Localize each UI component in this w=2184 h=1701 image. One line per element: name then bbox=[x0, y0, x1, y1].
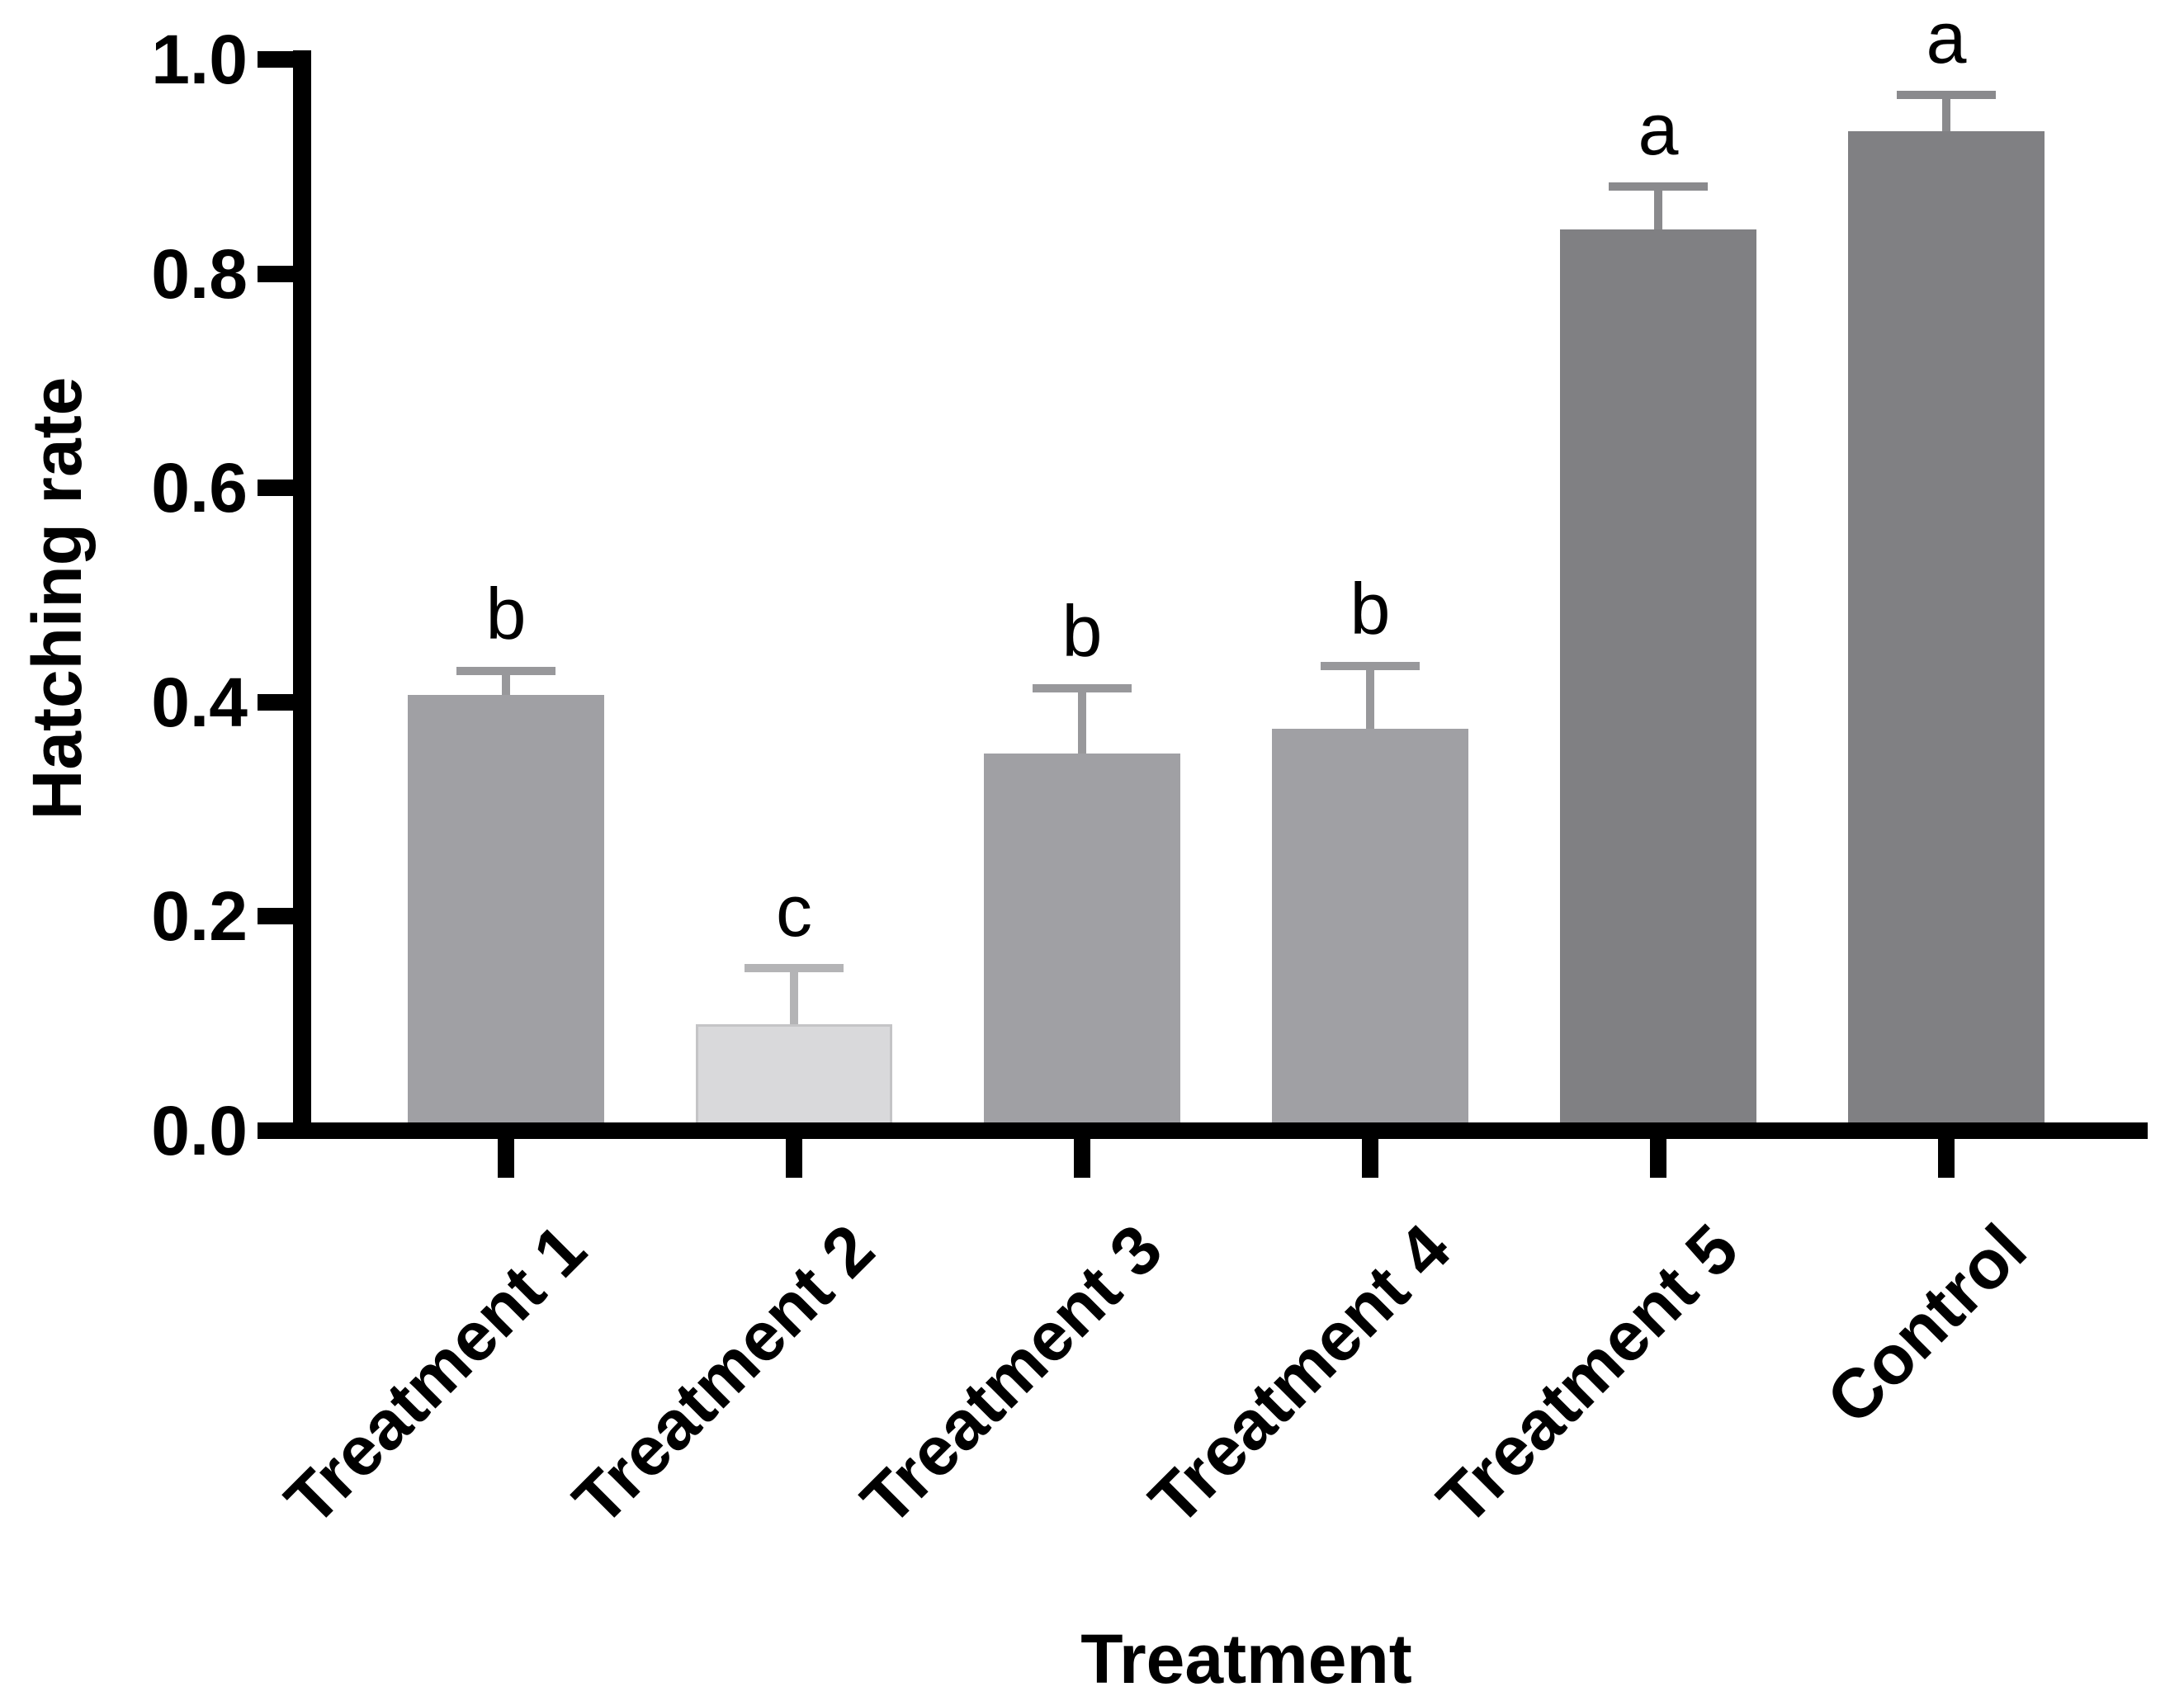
x-axis-title: Treatment bbox=[1080, 1620, 1412, 1698]
x-tick-label: Treatment 5 bbox=[1423, 1209, 1754, 1540]
y-axis-line bbox=[293, 50, 311, 1139]
significance-letter: b bbox=[1350, 568, 1391, 650]
x-axis-line bbox=[293, 1122, 2148, 1139]
significance-letter: a bbox=[1638, 88, 1679, 170]
bar-treatment-2 bbox=[696, 1024, 892, 1131]
error-bar-stem bbox=[502, 671, 510, 695]
bar-treatment-4 bbox=[1272, 729, 1468, 1131]
y-tick-label: 0.2 bbox=[151, 877, 248, 955]
y-tick-label: 1.0 bbox=[151, 21, 248, 98]
significance-letter: c bbox=[776, 870, 812, 952]
significance-letter: a bbox=[1926, 0, 1967, 78]
error-bar-stem bbox=[1942, 95, 1950, 131]
x-tick-label: Treatment 1 bbox=[271, 1209, 602, 1540]
x-tick bbox=[1650, 1139, 1666, 1178]
error-bar-cap bbox=[1609, 182, 1708, 191]
y-tick bbox=[258, 51, 293, 68]
error-bar-cap bbox=[1897, 91, 1996, 99]
significance-letter: b bbox=[1061, 590, 1103, 672]
x-tick bbox=[1074, 1139, 1090, 1178]
error-bar-stem bbox=[1654, 187, 1662, 229]
error-bar-cap bbox=[745, 964, 844, 972]
y-tick-label: 0.4 bbox=[151, 664, 248, 741]
x-tick bbox=[1362, 1139, 1378, 1178]
x-tick-label: Treatment 3 bbox=[847, 1209, 1178, 1540]
y-tick-label: 0.8 bbox=[151, 235, 248, 313]
error-bar-cap bbox=[1321, 662, 1420, 670]
x-tick bbox=[1938, 1139, 1955, 1178]
error-bar-cap bbox=[1033, 684, 1132, 692]
y-tick-label: 0.0 bbox=[151, 1092, 248, 1169]
y-tick bbox=[258, 694, 293, 711]
y-tick-label: 0.6 bbox=[151, 449, 248, 527]
x-tick-label: Treatment 2 bbox=[559, 1209, 890, 1540]
bar-treatment-1 bbox=[408, 695, 604, 1131]
x-tick bbox=[498, 1139, 514, 1178]
bar-treatment-3 bbox=[984, 754, 1180, 1131]
bar-control bbox=[1848, 131, 2045, 1131]
y-tick bbox=[258, 1122, 293, 1139]
y-tick bbox=[258, 266, 293, 282]
error-bar-stem bbox=[1366, 666, 1374, 729]
error-bar-cap bbox=[456, 667, 555, 675]
x-tick-label: Treatment 4 bbox=[1135, 1209, 1466, 1540]
y-tick bbox=[258, 480, 293, 496]
y-axis-title: Hatching rate bbox=[18, 376, 96, 820]
x-tick-label: Control bbox=[1812, 1209, 2042, 1439]
error-bar-stem bbox=[1078, 688, 1086, 754]
x-tick bbox=[786, 1139, 802, 1178]
error-bar-stem bbox=[790, 968, 798, 1024]
bar-treatment-5 bbox=[1560, 229, 1756, 1131]
significance-letter: b bbox=[485, 573, 527, 654]
y-tick bbox=[258, 908, 293, 924]
